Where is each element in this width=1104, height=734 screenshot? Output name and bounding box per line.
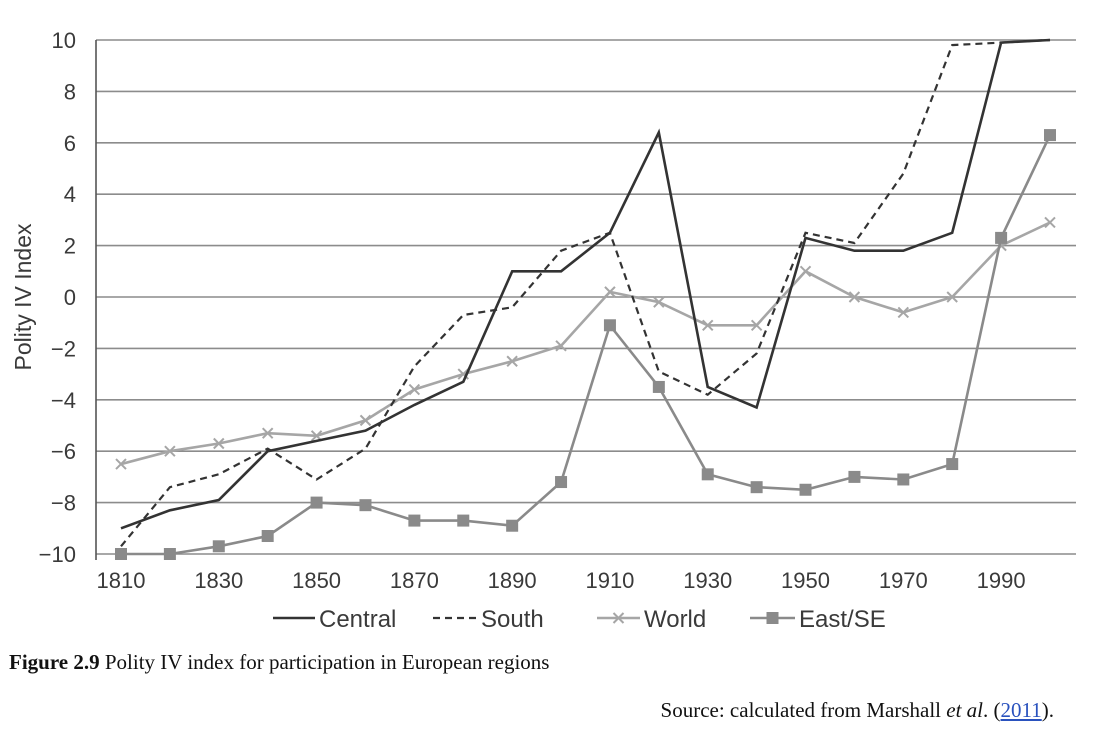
data-point-world <box>408 383 421 396</box>
x-axis-ticks: 1810 1830 1850 1870 1890 1910 1930 1950 1970 1990 <box>97 568 1026 593</box>
x-tick-label: 1950 <box>781 568 830 593</box>
data-point-world <box>506 355 518 367</box>
series-line-east-se <box>121 134 1052 556</box>
data-point-world <box>897 306 910 319</box>
x-tick-label: 1930 <box>683 568 732 593</box>
source-suffix: ). <box>1041 698 1054 722</box>
source-prefix: Source: calculated from Marshall <box>660 698 947 722</box>
data-point-world <box>750 319 763 331</box>
data-point-east-se <box>163 548 176 560</box>
data-point-east-se <box>555 476 568 489</box>
data-point-east-se <box>652 380 665 393</box>
y-tick-label: 8 <box>64 79 76 104</box>
legend-item-central: Central <box>273 606 396 633</box>
legend: Central South World East/SE <box>273 606 886 633</box>
data-point-world <box>555 340 567 352</box>
data-point-world <box>213 437 225 450</box>
data-point-world <box>848 291 861 303</box>
legend-item-world: World <box>597 606 706 633</box>
data-point-world <box>359 414 372 427</box>
data-point-east-se <box>212 540 225 553</box>
data-point-east-se <box>261 530 274 543</box>
source-year-link[interactable]: 2011 <box>1000 698 1042 722</box>
data-point-world <box>164 445 176 457</box>
data-point-world <box>799 265 812 278</box>
x-tick-label: 1830 <box>194 568 243 593</box>
data-point-world <box>1044 216 1056 229</box>
figure-caption-text: Polity IV index for participation in Eur… <box>104 650 550 674</box>
y-tick-label: −6 <box>51 439 76 464</box>
legend-label-world: World <box>644 606 706 633</box>
y-tick-label: 0 <box>64 285 76 310</box>
data-point-east-se <box>995 231 1008 244</box>
data-point-east-se <box>1044 129 1056 142</box>
y-tick-label: 10 <box>52 28 76 53</box>
x-tick-label: 1890 <box>488 568 537 593</box>
data-point-world <box>604 286 616 298</box>
data-point-world <box>653 296 665 308</box>
y-axis-label: Polity IV Index <box>10 223 36 371</box>
series-line-world <box>120 221 1051 466</box>
y-tick-label: −4 <box>51 388 76 413</box>
data-point-east-se <box>799 483 812 496</box>
data-point-world <box>115 458 127 470</box>
data-point-east-se <box>897 473 910 486</box>
legend-marker-world <box>612 612 625 624</box>
x-tick-label: 1850 <box>292 568 341 593</box>
series-line-central <box>120 38 1051 530</box>
data-point-east-se <box>408 514 421 527</box>
figure-caption: Figure 2.9 Polity IV index for participa… <box>9 650 549 675</box>
y-axis-ticks: 10 8 6 4 2 0 −2 −4 −6 −8 −10 <box>39 28 76 567</box>
y-tick-label: −2 <box>51 336 76 361</box>
y-tick-label: −10 <box>39 542 76 567</box>
data-point-east-se <box>457 514 470 527</box>
x-tick-label: 1990 <box>977 568 1026 593</box>
data-point-east-se <box>750 481 763 494</box>
series-lines <box>115 38 1056 560</box>
legend-label-central: Central <box>319 606 396 633</box>
x-tick-label: 1970 <box>879 568 928 593</box>
source-note: Source: calculated from Marshall et al. … <box>661 698 1054 723</box>
data-point-east-se <box>946 458 959 471</box>
data-point-east-se <box>603 319 616 332</box>
legend-label-east-se: East/SE <box>799 606 886 633</box>
data-point-world <box>261 427 274 439</box>
x-tick-label: 1870 <box>390 568 439 593</box>
x-tick-label: 1910 <box>585 568 634 593</box>
data-point-world <box>946 291 958 303</box>
data-point-world <box>702 319 714 331</box>
y-tick-label: −8 <box>51 491 76 516</box>
data-point-east-se <box>701 468 714 481</box>
legend-marker-east-se <box>766 612 779 624</box>
data-point-east-se <box>359 499 372 512</box>
data-point-east-se <box>115 548 127 560</box>
x-tick-label: 1810 <box>97 568 146 593</box>
data-point-east-se <box>310 496 323 509</box>
legend-item-east-se: East/SE <box>750 606 886 633</box>
y-tick-label: 2 <box>64 234 76 259</box>
grid-lines <box>95 39 1076 560</box>
figure-label: Figure 2.9 <box>9 650 100 674</box>
data-point-east-se <box>848 470 861 483</box>
data-point-east-se <box>506 519 519 532</box>
y-tick-label: 4 <box>64 182 76 207</box>
y-tick-label: 6 <box>64 131 76 156</box>
source-dot: . ( <box>983 698 1001 722</box>
source-etal: et al <box>946 698 984 722</box>
legend-item-south: South <box>433 606 544 633</box>
series-line-south <box>120 38 1051 548</box>
legend-label-south: South <box>481 606 544 633</box>
